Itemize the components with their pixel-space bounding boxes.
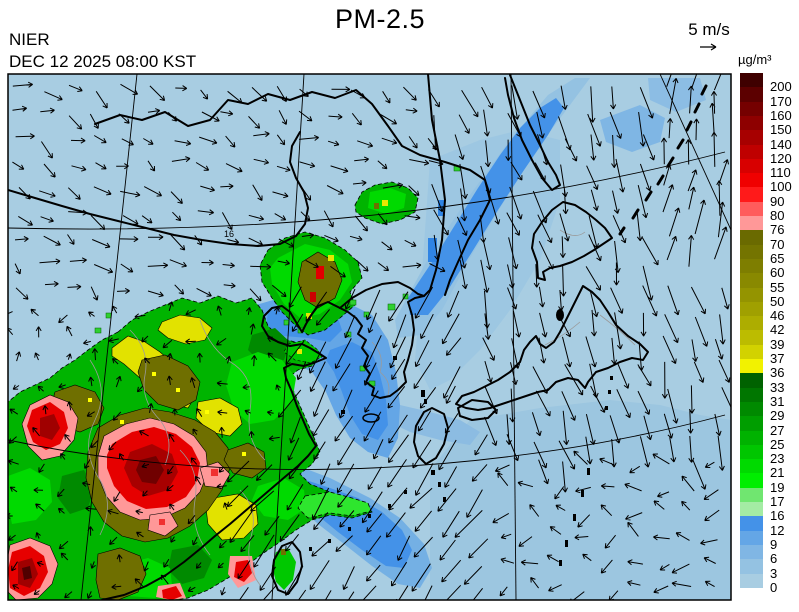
colorbar-label: 31	[770, 393, 785, 409]
colorbar-label: 42	[770, 322, 785, 338]
colorbar-label: 12	[770, 522, 785, 538]
agency-label: NIER	[9, 30, 50, 49]
colorbar-block	[740, 287, 763, 303]
colorbar-label: 100	[770, 179, 792, 195]
colorbar-label: 19	[770, 479, 785, 495]
colorbar-label: 37	[770, 351, 785, 366]
colorbar-block	[740, 301, 763, 317]
page-title: PM-2.5	[334, 4, 426, 34]
colorbar-block	[740, 115, 763, 131]
colorbar-label: 46	[770, 308, 785, 324]
colorbar-block	[740, 73, 763, 88]
datetime-label: DEC 12 2025 08:00 KST	[9, 52, 197, 71]
kuril-islands	[618, 84, 708, 236]
colorbar-label: 9	[770, 536, 778, 552]
colorbar-block	[740, 273, 763, 288]
colorbar-label: 110	[770, 165, 791, 181]
colorbar-label: 200	[770, 79, 792, 95]
colorbar-block	[740, 544, 763, 560]
colorbar-block	[740, 173, 763, 188]
colorbar-block	[740, 416, 763, 431]
colorbar-label: 76	[770, 222, 785, 238]
pollution-layer	[8, 165, 461, 600]
colorbar-block	[740, 230, 763, 246]
graticule-layer	[8, 74, 731, 600]
colorbar-label: 120	[770, 150, 792, 166]
colorbar-label: 50	[770, 293, 785, 309]
colorbar-block	[740, 559, 763, 574]
colorbar-label: 27	[770, 422, 785, 438]
wind-arrow-layer	[8, 74, 731, 600]
colorbar-block	[740, 258, 763, 274]
colorbar-block	[740, 344, 763, 360]
colorbar-block	[740, 502, 763, 517]
colorbar-block	[740, 573, 763, 589]
colorbar-block	[740, 444, 763, 460]
colorbar-label: 33	[770, 379, 785, 395]
colorbar-block	[740, 330, 763, 346]
contour-value-label: 16	[224, 229, 234, 239]
wind-reference-arrow-icon	[700, 43, 717, 51]
colorbar-block	[740, 473, 763, 489]
colorbar-block	[740, 187, 763, 203]
wind-reference-label: 5 m/s	[688, 20, 730, 39]
colorbar-block	[740, 516, 763, 532]
colorbar: 200 170 160 150 140 120 110 100 90 80 76 70 65 60 55 50…	[740, 73, 799, 595]
colorbar-label: 60	[770, 265, 785, 281]
colorbar-label: 80	[770, 208, 785, 223]
colorbar-label: 6	[770, 551, 778, 567]
colorbar-block	[740, 87, 763, 103]
colorbar-label: 25	[770, 436, 785, 452]
colorbar-block	[740, 359, 763, 374]
colorbar-label: 36	[770, 365, 785, 381]
colorbar-block	[740, 387, 763, 403]
colorbar-label: 16	[770, 508, 785, 524]
admin-border-layer	[88, 229, 636, 586]
colorbar-label: 0	[770, 579, 778, 595]
colorbar-label: 90	[770, 193, 785, 209]
colorbar-label: 29	[770, 408, 785, 424]
colorbar-label: 150	[770, 122, 792, 138]
colorbar-block	[740, 487, 763, 503]
colorbar-block	[740, 144, 763, 160]
colorbar-block	[740, 401, 763, 417]
colorbar-label: 21	[770, 465, 785, 481]
colorbar-block	[740, 158, 763, 174]
colorbar-label: 65	[770, 250, 785, 266]
colorbar-block	[740, 130, 763, 145]
colorbar-label: 3	[770, 565, 778, 581]
jeju-island	[362, 413, 380, 423]
colorbar-label: 140	[770, 136, 792, 152]
colorbar-block	[740, 430, 763, 446]
colorbar-block	[740, 530, 763, 546]
colorbar-block	[740, 459, 763, 474]
colorbar-label: 170	[770, 93, 792, 109]
colorbar-label: 70	[770, 236, 785, 252]
colorbar-label: 160	[770, 107, 792, 123]
colorbar-block	[740, 101, 763, 117]
colorbar-block	[740, 244, 763, 260]
colorbar-block	[740, 316, 763, 331]
colorbar-label: 17	[770, 494, 785, 509]
map-frame	[7, 73, 732, 601]
colorbar-unit-label: µg/m³	[738, 52, 772, 67]
colorbar-label: 39	[770, 336, 785, 352]
colorbar-label: 55	[770, 279, 785, 295]
colorbar-block	[740, 373, 763, 389]
colorbar-label: 23	[770, 451, 785, 467]
colorbar-block	[740, 201, 763, 217]
colorbar-block	[740, 216, 763, 231]
